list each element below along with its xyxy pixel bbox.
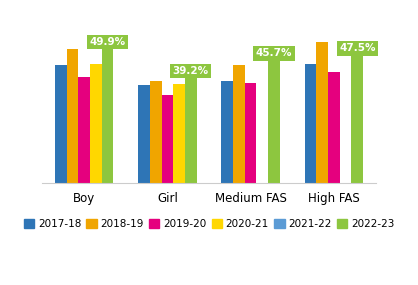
Text: 45.7%: 45.7% bbox=[256, 48, 292, 58]
Bar bbox=[268, 59, 280, 183]
Bar bbox=[185, 77, 196, 183]
Bar bbox=[90, 64, 102, 183]
Bar bbox=[316, 42, 328, 183]
Bar bbox=[352, 54, 363, 183]
Bar bbox=[233, 65, 245, 183]
Text: 49.9%: 49.9% bbox=[89, 37, 125, 47]
Legend: 2017-18, 2018-19, 2019-20, 2020-21, 2021-22, 2022-23: 2017-18, 2018-19, 2019-20, 2020-21, 2021… bbox=[20, 215, 398, 233]
Bar bbox=[66, 49, 78, 183]
Bar bbox=[150, 81, 161, 183]
Bar bbox=[161, 95, 173, 183]
Bar bbox=[328, 72, 340, 183]
Bar bbox=[78, 77, 90, 183]
Bar bbox=[55, 65, 66, 183]
Bar bbox=[305, 64, 316, 183]
Bar bbox=[222, 81, 233, 183]
Bar bbox=[173, 84, 185, 183]
Bar bbox=[245, 83, 257, 183]
Bar bbox=[102, 48, 113, 183]
Text: 47.5%: 47.5% bbox=[339, 43, 375, 54]
Text: 39.2%: 39.2% bbox=[173, 66, 209, 76]
Bar bbox=[138, 86, 150, 183]
